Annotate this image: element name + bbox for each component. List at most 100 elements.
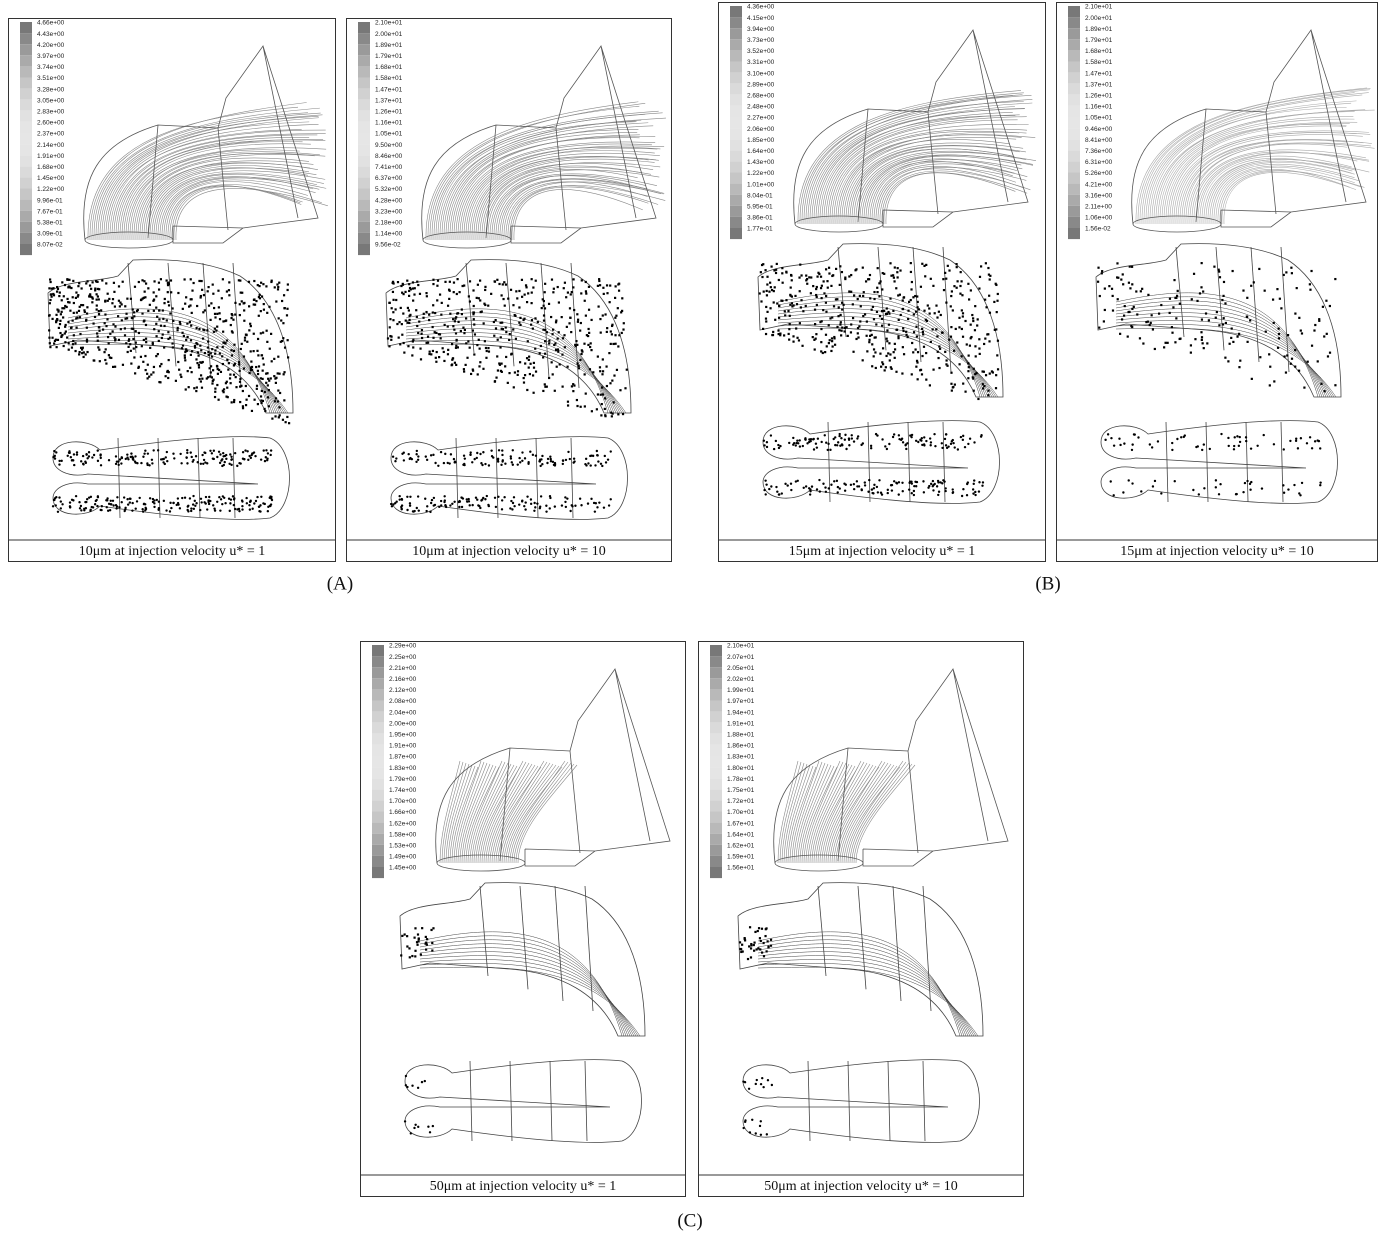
- particle: [773, 269, 775, 271]
- particle: [494, 280, 496, 282]
- particle: [805, 485, 807, 487]
- particle: [577, 321, 579, 323]
- particle: [1196, 300, 1198, 302]
- particle: [443, 351, 445, 353]
- particle: [279, 414, 281, 416]
- particle: [895, 482, 897, 484]
- particle: [264, 391, 266, 393]
- particle: [989, 373, 991, 375]
- particle: [902, 441, 904, 443]
- particle: [533, 392, 535, 394]
- particle: [144, 291, 146, 293]
- colorbar-swatch: [1068, 17, 1080, 28]
- particle: [953, 350, 955, 352]
- particle: [802, 445, 804, 447]
- particle: [1177, 290, 1179, 292]
- particle: [546, 331, 548, 333]
- particle: [529, 363, 531, 365]
- particle: [945, 302, 947, 304]
- particle: [226, 339, 228, 341]
- particle: [99, 360, 101, 362]
- particle: [844, 439, 846, 441]
- particle: [216, 501, 218, 503]
- particle: [250, 367, 252, 369]
- particle: [64, 284, 66, 286]
- particle: [461, 313, 463, 315]
- particle: [891, 484, 893, 486]
- particle: [1311, 447, 1313, 449]
- particle: [89, 510, 91, 512]
- particle: [408, 947, 410, 949]
- particle: [412, 340, 414, 342]
- particle: [527, 340, 529, 342]
- particle: [750, 943, 752, 945]
- particle: [133, 315, 135, 317]
- particle: [543, 320, 545, 322]
- particle: [1269, 366, 1271, 368]
- particle: [910, 262, 912, 264]
- particle: [487, 305, 489, 307]
- particle: [1278, 337, 1280, 339]
- particle: [53, 342, 55, 344]
- particle: [1200, 286, 1202, 288]
- particle: [472, 370, 474, 372]
- colorbar-swatch: [358, 78, 370, 89]
- particle: [600, 332, 602, 334]
- particle: [107, 300, 109, 302]
- particle: [761, 928, 763, 930]
- particle: [238, 462, 240, 464]
- particle: [214, 316, 216, 318]
- particle: [974, 494, 976, 496]
- particle: [267, 384, 269, 386]
- particle: [476, 499, 478, 501]
- particle: [163, 458, 165, 460]
- particle: [245, 497, 247, 499]
- particle: [196, 305, 198, 307]
- colorbar-swatch: [1068, 106, 1080, 117]
- particle: [487, 504, 489, 506]
- particle: [153, 291, 155, 293]
- colorbar-label: 3.31e+00: [747, 59, 775, 66]
- particle: [589, 368, 591, 370]
- particle: [605, 461, 607, 463]
- particle: [850, 291, 852, 293]
- particle: [407, 307, 409, 309]
- colorbar-swatch: [1068, 73, 1080, 84]
- particle: [761, 1077, 763, 1079]
- particle: [147, 364, 149, 366]
- particle: [788, 328, 790, 330]
- particle: [891, 489, 893, 491]
- particle: [1133, 433, 1135, 435]
- particle: [875, 336, 877, 338]
- particle: [451, 503, 453, 505]
- particle: [468, 295, 470, 297]
- particle: [518, 306, 520, 308]
- particle: [843, 330, 845, 332]
- particle: [785, 299, 787, 301]
- particle: [893, 277, 895, 279]
- particle: [504, 462, 506, 464]
- particle: [265, 285, 267, 287]
- particle: [902, 327, 904, 329]
- particle: [970, 324, 972, 326]
- particle: [430, 454, 432, 456]
- particle: [1202, 290, 1204, 292]
- colorbar-label: 1.91e+01: [727, 720, 755, 727]
- particle: [177, 502, 179, 504]
- particle: [253, 303, 255, 305]
- particle: [763, 440, 765, 442]
- particle: [472, 289, 474, 291]
- particle: [221, 355, 223, 357]
- particle: [853, 440, 855, 442]
- particle: [75, 297, 77, 299]
- particle: [127, 503, 129, 505]
- colorbar-swatch: [710, 812, 722, 823]
- particle: [188, 305, 190, 307]
- particle: [147, 377, 149, 379]
- particle: [208, 503, 210, 505]
- particle: [1129, 287, 1131, 289]
- particle: [765, 928, 767, 930]
- particle: [594, 510, 596, 512]
- particle: [55, 321, 57, 323]
- particle: [49, 342, 51, 344]
